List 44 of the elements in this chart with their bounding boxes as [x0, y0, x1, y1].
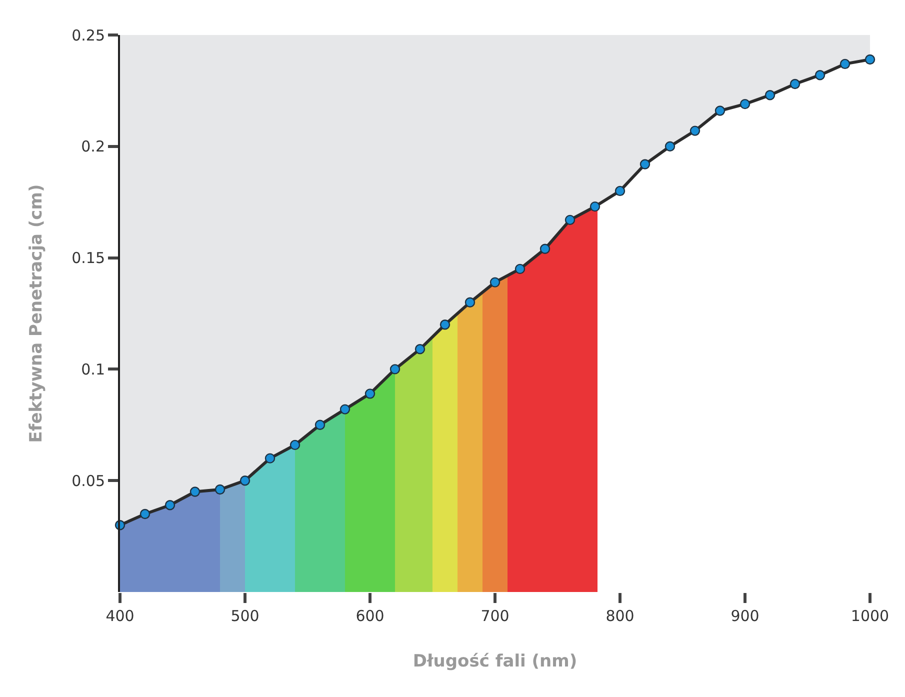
point	[414, 344, 426, 354]
point	[740, 98, 750, 110]
x-tick-label: 900	[730, 607, 760, 625]
point	[464, 297, 476, 308]
y-tick-label: 0.05	[72, 472, 105, 490]
point	[864, 54, 876, 65]
point	[140, 508, 150, 520]
point	[240, 476, 250, 486]
y-tick-label: 0.25	[72, 26, 105, 44]
y-tick-label: 0.1	[81, 360, 105, 378]
point	[440, 320, 450, 330]
point	[314, 420, 326, 430]
point	[640, 159, 650, 170]
point	[514, 264, 526, 274]
x-tick-label: 800	[606, 607, 634, 625]
point	[614, 186, 626, 196]
point	[190, 486, 200, 497]
x-axis-title: Długość fali (nm)	[412, 651, 578, 672]
point	[164, 500, 176, 510]
x-tick-label: 1000	[850, 607, 890, 625]
point	[490, 277, 500, 288]
y-tick-label: 0.2	[81, 138, 105, 156]
point	[364, 388, 376, 399]
x-tick-label: 700	[480, 607, 510, 625]
point	[840, 58, 850, 70]
point	[790, 78, 800, 90]
x-tick-label: 500	[230, 607, 260, 625]
point	[564, 214, 576, 226]
point	[290, 440, 300, 450]
point	[390, 364, 400, 374]
x-tick-label: 600	[356, 607, 384, 625]
point	[814, 70, 826, 80]
y-tick-label: 0.15	[72, 249, 105, 268]
point	[690, 126, 700, 136]
y-axis-title: Efektywna Penetracja (cm)	[26, 184, 47, 443]
point	[590, 201, 600, 212]
point	[664, 141, 676, 152]
point	[540, 244, 550, 254]
point	[214, 484, 226, 495]
point	[714, 106, 726, 116]
point	[264, 453, 276, 464]
x-tick-label: 400	[106, 607, 134, 625]
point	[764, 90, 776, 100]
point	[340, 404, 350, 414]
